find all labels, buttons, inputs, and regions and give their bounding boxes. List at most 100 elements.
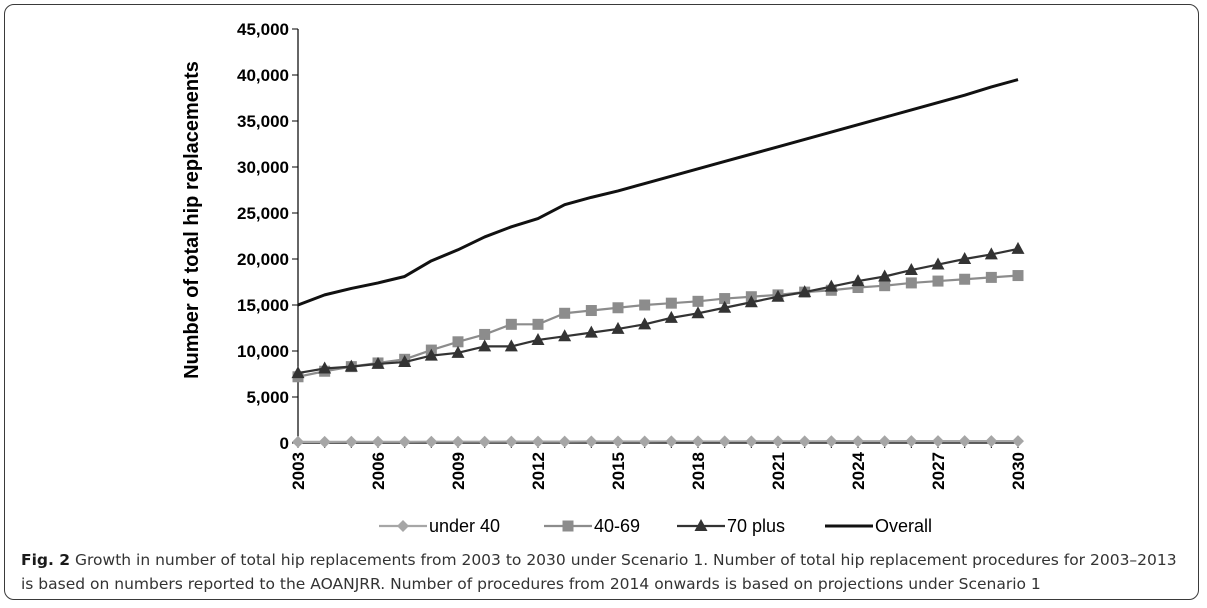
triangle-marker: [344, 359, 358, 372]
square-marker: [479, 328, 491, 340]
series-under-40: [292, 435, 1024, 448]
triangle-marker: [664, 310, 678, 323]
square-marker: [959, 273, 971, 285]
x-tick-label: 2027: [929, 452, 948, 490]
square-marker: [639, 299, 651, 311]
triangle-marker: [558, 329, 572, 342]
diamond-marker: [452, 435, 464, 448]
square-marker: [879, 280, 891, 292]
diamond-marker: [478, 435, 491, 448]
diamond-marker: [665, 435, 678, 448]
legend-item: under 40: [379, 516, 500, 536]
caption-text: Growth in number of total hip replacemen…: [21, 551, 1177, 593]
diamond-marker: [612, 435, 624, 448]
diamond-marker: [398, 435, 411, 448]
diamond-marker: [425, 435, 438, 448]
series-overall: [297, 78, 1019, 307]
legend-item: 40-69: [544, 516, 640, 536]
y-tick-label: 20,000: [237, 250, 289, 269]
square-marker: [719, 293, 731, 305]
axes: 0 5,000 10,000 15,000 20,000 25,000 30,000 35,0…: [237, 20, 1028, 490]
figure-label: Fig. 2: [21, 551, 71, 569]
series-line: [298, 439, 1018, 443]
diamond-marker: [292, 435, 304, 448]
diamond-marker: [345, 435, 358, 448]
x-tick-label: 2021: [769, 452, 788, 490]
square-marker: [532, 318, 544, 330]
diamond-marker: [932, 435, 944, 448]
triangle-marker: [371, 356, 385, 369]
triangle-marker: [851, 274, 865, 287]
triangle-marker: [798, 285, 812, 298]
x-tick-label: 2003: [289, 452, 308, 490]
legend-label: 70 plus: [727, 516, 785, 536]
diamond-marker: [905, 435, 918, 448]
x-tick-label: 2024: [849, 451, 868, 489]
diamond-marker: [958, 435, 971, 448]
square-marker: [905, 277, 917, 289]
series-line: [297, 247, 1019, 375]
square-marker: [665, 297, 677, 309]
triangle-marker: [424, 348, 438, 361]
series-70-plus: [291, 241, 1025, 379]
triangle-marker: [691, 306, 705, 319]
square-marker: [559, 307, 571, 319]
legend-item: 70 plus: [677, 516, 785, 536]
square-marker: [452, 336, 464, 348]
legend-item: Overall: [825, 516, 932, 536]
square-marker: [612, 302, 624, 314]
diamond-marker: [745, 435, 758, 448]
figure-frame: [4, 4, 1199, 600]
diamond-marker: [397, 520, 409, 532]
triangle-marker: [771, 289, 785, 302]
y-tick-label: 5,000: [246, 388, 289, 407]
y-tick-label: 45,000: [237, 20, 289, 39]
triangle-marker: [584, 325, 598, 338]
square-marker: [585, 305, 597, 317]
legend-label: 40-69: [594, 516, 640, 536]
x-tick-label: 2018: [689, 452, 708, 490]
triangle-marker: [878, 269, 892, 282]
y-tick-label: 10,000: [237, 342, 289, 361]
y-tick-label: 15,000: [237, 296, 289, 315]
triangle-marker: [904, 263, 918, 276]
x-tick-label: 2012: [529, 452, 548, 490]
figure-caption: Fig. 2 Growth in number of total hip rep…: [21, 548, 1186, 596]
x-tick-label: 2006: [369, 452, 388, 490]
triangle-marker: [398, 355, 412, 368]
square-marker: [985, 271, 997, 283]
x-tick-label: 2015: [609, 452, 628, 490]
square-marker: [692, 295, 704, 307]
hip-replacement-chart: Number of total hip replacements 0 5,000 1…: [181, 20, 1028, 536]
triangle-marker: [478, 339, 492, 352]
legend-label: Overall: [875, 516, 932, 536]
diamond-marker: [852, 435, 864, 448]
y-tick-label: 0: [280, 434, 289, 453]
triangle-marker: [1011, 241, 1025, 254]
triangle-marker: [958, 252, 972, 264]
y-axis-title: Number of total hip replacements: [181, 61, 203, 379]
triangle-marker: [531, 332, 545, 345]
square-marker: [932, 275, 944, 287]
y-tick-label: 30,000: [237, 158, 289, 177]
triangle-marker: [718, 300, 732, 313]
square-marker: [1012, 270, 1024, 282]
diamond-marker: [372, 435, 384, 448]
diamond-marker: [798, 435, 811, 448]
y-tick-label: 40,000: [237, 66, 289, 85]
square-marker: [852, 282, 864, 294]
diamond-marker: [318, 435, 331, 448]
x-tick-label: 2030: [1009, 452, 1028, 490]
triangle-marker: [611, 321, 625, 334]
diamond-marker: [772, 435, 784, 448]
x-tick-label: 2009: [449, 452, 468, 490]
triangle-marker: [931, 257, 945, 270]
triangle-marker: [318, 361, 332, 374]
square-marker: [562, 520, 574, 532]
square-marker: [505, 318, 517, 330]
triangle-marker: [291, 366, 305, 379]
diamond-marker: [558, 435, 571, 448]
diamond-marker: [505, 435, 518, 448]
triangle-marker: [638, 317, 652, 330]
diamond-marker: [692, 435, 704, 448]
